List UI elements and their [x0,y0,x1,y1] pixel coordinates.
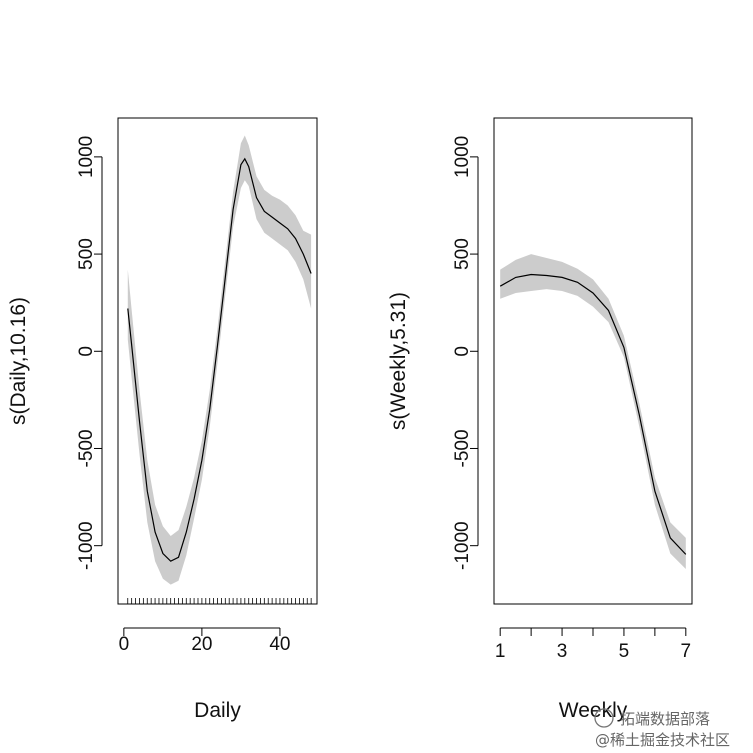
y-axis-title: s(Weekly,5.31) [387,292,410,430]
confidence-band [127,135,312,585]
y-tick-label: 500 [452,238,473,270]
y-tick-label: 1000 [76,136,97,178]
weekly-panel: -1000 -500 0 500 1000 1 3 5 7 Weekly s(Weekly,5.31… [387,117,693,722]
x-tick-label: 5 [619,641,630,662]
y-tick-label: -1000 [452,521,473,570]
watermark-line2: @稀土掘金技术社区 [595,731,730,749]
x-tick-label: 20 [191,634,212,655]
x-tick-label: 0 [119,634,130,655]
plot-frame [493,117,693,605]
y-tick-label: 1000 [452,136,473,178]
daily-panel: -1000 -500 0 500 1000 0 20 40 Daily s(Daily,10.16… [7,117,318,722]
x-tick-label: 7 [681,641,692,662]
y-tick-label: 0 [76,346,97,357]
y-tick-label: 0 [452,346,473,357]
smooth-line [499,273,687,555]
wechat-icon [594,708,614,728]
x-axis-title: Weekly [559,699,628,722]
smooth-line [127,157,312,562]
x-tick-label: 1 [495,641,506,662]
x-tick-label: 3 [557,641,568,662]
x-axis-title: Daily [194,699,241,722]
confidence-band [500,254,686,569]
y-tick-label: -500 [76,429,97,467]
y-tick-label: -500 [452,429,473,467]
y-axis-title: s(Daily,10.16) [7,297,30,425]
y-tick-label: -1000 [76,521,97,570]
watermark-line1: 拓端数据部落 [620,710,710,728]
watermark: 拓端数据部落 @稀土掘金技术社区 [594,708,730,749]
y-tick-label: 500 [76,238,97,270]
x-tick-label: 40 [269,634,290,655]
